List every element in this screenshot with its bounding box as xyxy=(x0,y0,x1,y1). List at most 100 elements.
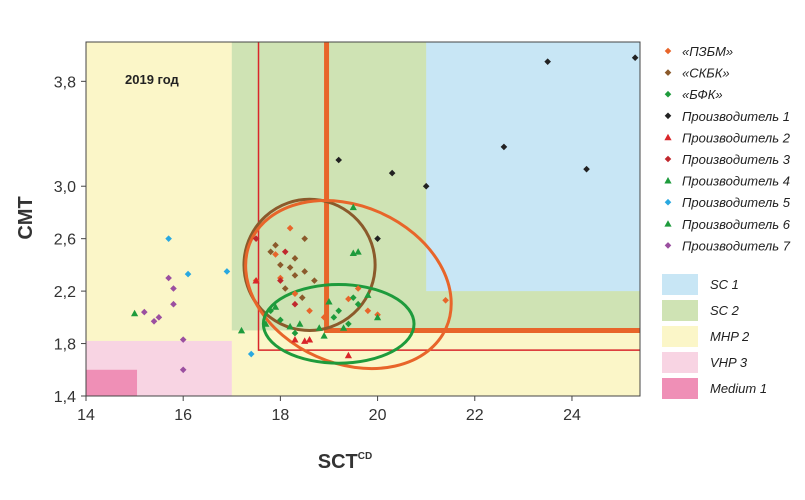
point-производитель-4 xyxy=(373,313,382,321)
legend-label-скбк: «СКБК» xyxy=(682,66,730,81)
region-medium-1 xyxy=(86,369,138,396)
boundary-line-2 xyxy=(257,42,640,351)
legend: «ПЗБМ» «СКБК» «БФК» Производитель 1 Производ… xyxy=(662,44,791,399)
point-производитель-3 xyxy=(252,235,260,242)
legend-swatch-sc-1 xyxy=(662,274,698,295)
ellipse-бфк xyxy=(261,283,416,365)
point-скбк xyxy=(291,255,299,262)
point-скбк xyxy=(286,264,294,271)
legend-label-производитель-4: Производитель 4 xyxy=(682,174,790,189)
point-пзбм xyxy=(345,295,352,303)
point-производитель-3 xyxy=(277,277,284,284)
point-пзбм xyxy=(320,314,328,321)
point-производитель-1 xyxy=(583,165,590,173)
point-производитель-5 xyxy=(165,235,172,242)
point-производитель-5 xyxy=(184,270,192,278)
point-производитель-4 xyxy=(237,326,246,334)
point-скбк xyxy=(281,285,289,292)
point-скбк xyxy=(301,235,308,242)
point-производитель-7 xyxy=(141,308,148,316)
point-производитель-6 xyxy=(262,320,270,327)
point-скбк xyxy=(272,241,279,249)
y-tick-label: 3,8 xyxy=(54,74,76,91)
point-производитель-4 xyxy=(315,324,323,331)
point-бфк xyxy=(335,307,343,315)
point-производитель-2 xyxy=(305,336,314,343)
legend-swatch-mhp-2 xyxy=(662,326,698,347)
point-скбк xyxy=(311,277,318,284)
legend-marker-производитель-2 xyxy=(664,133,672,141)
point-производитель-2 xyxy=(252,277,260,284)
point-производитель-6 xyxy=(286,322,294,330)
point-скбк xyxy=(291,272,299,279)
legend-marker-производитель-5 xyxy=(664,198,672,206)
point-производитель-4 xyxy=(296,320,304,327)
point-скбк xyxy=(301,268,308,275)
point-пзбм xyxy=(354,285,362,292)
plot-frame xyxy=(85,41,641,397)
point-производитель-2 xyxy=(291,336,299,343)
legend-marker-пзбм xyxy=(664,47,672,55)
legend-label-производитель-3: Производитель 3 xyxy=(682,152,791,167)
point-производитель-4 xyxy=(130,309,139,317)
point-производитель-1 xyxy=(422,182,430,190)
point-производитель-2 xyxy=(344,351,353,359)
boundary-lines xyxy=(257,42,640,351)
legend-label-бфк: «БФК» xyxy=(682,87,723,102)
legend-swatch-medium-1 xyxy=(662,378,698,399)
point-производитель-3 xyxy=(291,300,299,308)
point-производитель-3 xyxy=(281,248,289,256)
point-производитель-4 xyxy=(271,303,280,310)
point-производитель-6 xyxy=(320,332,328,339)
point-пзбм xyxy=(291,290,299,298)
ellipse-пзбм xyxy=(244,199,453,371)
legend-label-sc-1: SC 1 xyxy=(710,277,739,292)
point-производитель-5 xyxy=(247,350,255,358)
point-производитель-7 xyxy=(170,285,177,292)
x-tick-label: 14 xyxy=(77,407,95,424)
point-бфк xyxy=(330,314,338,321)
point-пзбм xyxy=(306,307,313,315)
legend-label-производитель-2: Производитель 2 xyxy=(682,130,791,145)
x-tick-label: 16 xyxy=(174,407,192,424)
y-tick-label: 1,4 xyxy=(54,389,76,406)
chart-regions xyxy=(86,42,640,396)
point-производитель-1 xyxy=(374,235,381,242)
point-бфк xyxy=(291,329,299,337)
legend-label-производитель-5: Производитель 5 xyxy=(682,195,791,210)
axes: 14 16 18 20 22 24 1,4 1,8 2,2 2,6 3,0 3,8 xyxy=(54,41,641,424)
point-производитель-1 xyxy=(544,58,551,65)
point-производитель-1 xyxy=(631,54,639,62)
legend-marker-производитель-3 xyxy=(664,155,672,163)
x-axis-title-main: SCT xyxy=(318,451,358,473)
x-tick-label: 18 xyxy=(271,407,289,424)
y-tick-label: 2,2 xyxy=(54,284,76,301)
point-скбк xyxy=(267,248,274,256)
point-производитель-7 xyxy=(150,317,158,325)
x-axis-title-superscript: CD xyxy=(358,451,372,462)
point-пзбм xyxy=(272,251,279,258)
legend-marker-производитель-4 xyxy=(664,177,672,184)
year-annotation: 2019 год xyxy=(125,72,180,87)
point-бфк xyxy=(277,316,284,324)
y-axis-title: CMT xyxy=(15,196,37,239)
point-производитель-7 xyxy=(155,314,163,321)
point-пзбм xyxy=(442,296,449,304)
point-производитель-7 xyxy=(179,366,187,374)
point-производитель-1 xyxy=(500,143,508,151)
region-sc-1 xyxy=(426,42,640,292)
legend-marker-скбк xyxy=(664,69,672,76)
legend-label-пзбм: «ПЗБМ» xyxy=(682,44,733,59)
point-производитель-4 xyxy=(354,248,362,255)
point-производитель-4 xyxy=(349,203,357,211)
legend-label-vhp-3: VHP 3 xyxy=(710,355,748,370)
legend-marker-бфк xyxy=(664,90,672,98)
x-tick-label: 24 xyxy=(563,407,581,424)
point-производитель-5 xyxy=(223,268,231,275)
point-производитель-4 xyxy=(364,291,372,298)
y-tick-label: 2,6 xyxy=(54,232,76,249)
point-пзбм xyxy=(364,307,372,315)
point-производитель-6 xyxy=(339,324,348,331)
legend-label-производитель-6: Производитель 6 xyxy=(682,217,791,232)
